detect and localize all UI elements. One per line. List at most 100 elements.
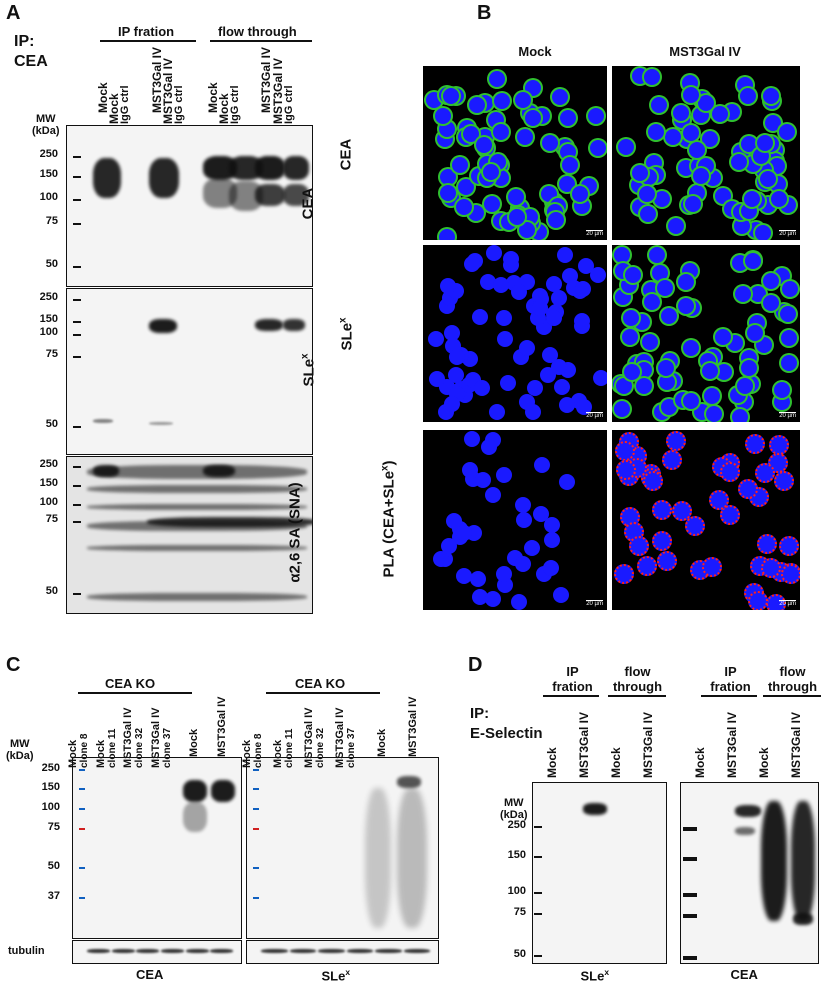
marker-tick — [79, 867, 85, 869]
cell — [709, 489, 730, 510]
lane-label: MST3Gal IV clone 32 — [303, 707, 326, 768]
scale-bar: 20 µm — [779, 600, 796, 607]
cell — [558, 176, 575, 193]
lane-label: Mock — [188, 728, 200, 757]
cell — [623, 364, 640, 381]
cell — [643, 68, 660, 85]
mw-marker: 75 — [45, 348, 58, 360]
cell — [720, 505, 741, 526]
band — [87, 593, 307, 601]
cell — [677, 274, 694, 291]
band — [375, 949, 402, 953]
cell — [439, 228, 456, 240]
group-cea-ko-1: CEA KO — [105, 676, 156, 691]
cell — [734, 218, 751, 235]
cell — [644, 294, 661, 311]
cell — [682, 86, 699, 103]
cell — [525, 110, 542, 127]
cell — [740, 135, 757, 152]
lane-label: MST3Gal IV — [215, 696, 228, 757]
cell — [635, 361, 652, 378]
cell — [720, 461, 741, 482]
lane-label: MST3Gal IV — [725, 711, 739, 778]
band — [93, 158, 121, 198]
cell — [577, 257, 594, 274]
scale-bar: 20 µm — [779, 230, 796, 237]
scale-bar: 20 µm — [779, 412, 796, 419]
cell — [493, 92, 510, 109]
cell — [496, 309, 513, 326]
mw-marker: 50 — [45, 258, 58, 270]
cell — [495, 566, 512, 583]
marker-tick — [253, 897, 259, 899]
band — [87, 465, 307, 479]
cell — [476, 137, 493, 154]
cell — [527, 379, 544, 396]
cell — [497, 330, 514, 347]
cell — [757, 533, 778, 554]
band — [261, 949, 288, 953]
marker-tick — [73, 504, 81, 506]
cell — [543, 531, 560, 548]
cell — [575, 280, 592, 297]
mw-marker: 150 — [39, 313, 58, 325]
marker-tick — [73, 266, 81, 268]
cell — [518, 340, 535, 357]
cell — [761, 557, 782, 578]
cell — [760, 170, 777, 187]
tubulin-blot — [246, 940, 439, 964]
cell — [745, 253, 762, 269]
cell — [457, 178, 474, 195]
cell — [731, 153, 748, 170]
cell — [768, 158, 785, 175]
cell — [444, 324, 461, 341]
band — [397, 776, 421, 788]
cell — [657, 551, 677, 572]
lane-label: MST3Gal IV clone 37 — [149, 707, 173, 768]
cell — [515, 92, 532, 109]
ip-label-d: IP: E-Selectin — [470, 705, 543, 742]
lane-label: MST3Gal IV IgG ctrl — [161, 57, 185, 124]
cell — [774, 381, 791, 398]
cell — [440, 278, 457, 295]
panel-a-label: A — [6, 2, 21, 24]
band — [793, 913, 813, 925]
scale-bar: 20 µm — [586, 600, 603, 607]
marker-tick — [683, 827, 697, 831]
cell — [440, 184, 457, 201]
cell — [510, 283, 527, 300]
cell — [684, 195, 701, 212]
cell — [661, 449, 682, 470]
marker-tick — [73, 334, 81, 336]
cell — [546, 309, 563, 326]
band — [255, 319, 283, 331]
cell — [780, 563, 800, 584]
lane-label: Mock — [609, 747, 623, 778]
cell — [736, 378, 753, 395]
marker-tick — [73, 156, 81, 158]
group-ip-fraction: IP fration — [552, 664, 593, 694]
cell — [464, 255, 481, 272]
marker-tick — [79, 828, 85, 830]
mw-marker: 75 — [45, 513, 58, 525]
cell — [463, 431, 480, 448]
cell — [435, 108, 452, 125]
band — [87, 949, 110, 953]
column-mock: Mock — [518, 44, 552, 59]
mw-marker: 37 — [47, 890, 60, 902]
band — [283, 184, 309, 206]
micrograph: 20 µm — [612, 245, 800, 422]
cell — [471, 589, 488, 606]
cell — [778, 535, 799, 556]
cell — [648, 246, 665, 263]
cell — [628, 535, 649, 556]
lane-label: Mock IgG ctrl — [217, 85, 241, 124]
lane-label: Mock — [693, 747, 707, 778]
cell — [661, 307, 678, 324]
lane-label: MST3Gal IV — [577, 711, 591, 778]
cell — [706, 405, 723, 422]
marker-tick — [534, 955, 542, 957]
lane-label: MST3Gal IV clone 32 — [122, 707, 145, 768]
mw-marker: 250 — [39, 148, 58, 160]
marker-tick — [683, 857, 697, 861]
